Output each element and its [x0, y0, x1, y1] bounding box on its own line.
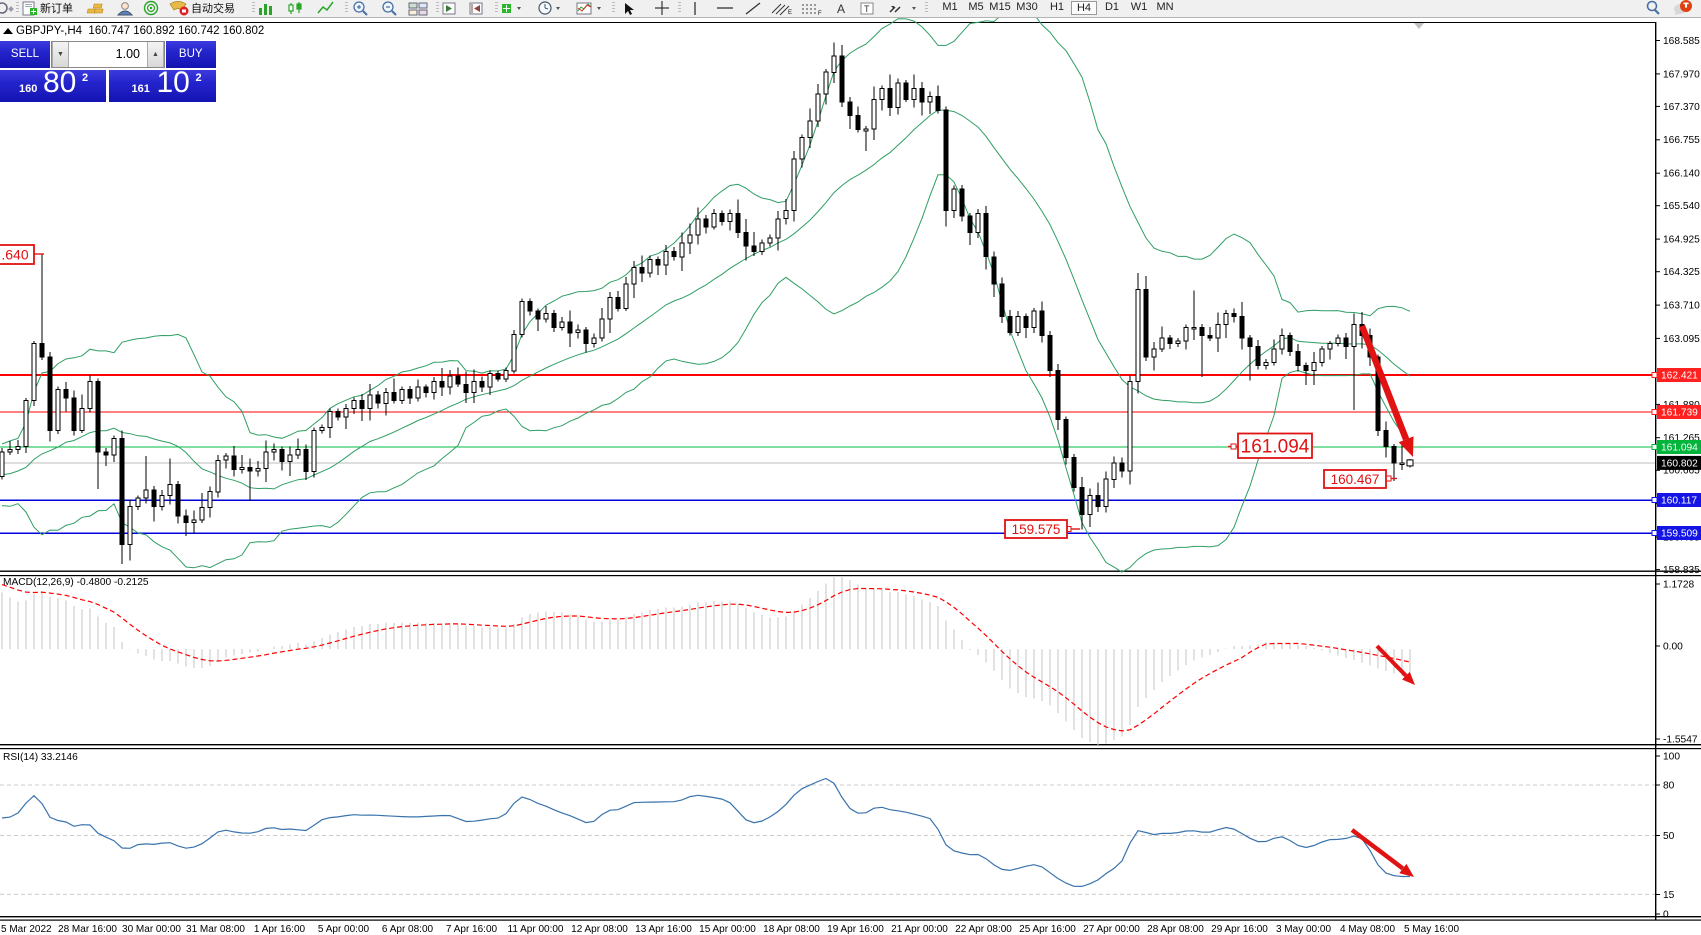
svg-text:21 Apr 00:00: 21 Apr 00:00: [891, 924, 948, 935]
svg-text:28 Apr 08:00: 28 Apr 08:00: [1147, 924, 1204, 935]
svg-text:6 Apr 08:00: 6 Apr 08:00: [382, 924, 434, 935]
svg-text:160.665: 160.665: [1663, 466, 1700, 477]
svg-text:163.095: 163.095: [1663, 334, 1700, 345]
svg-text:160.467: 160.467: [1331, 472, 1380, 487]
svg-text:168.585: 168.585: [1663, 36, 1700, 47]
svg-text:50: 50: [1663, 831, 1675, 842]
svg-text:158.835: 158.835: [1663, 565, 1700, 576]
svg-text:E: E: [788, 10, 792, 16]
svg-text:.640: .640: [1, 247, 28, 263]
svg-text:5 May 16:00: 5 May 16:00: [1404, 924, 1459, 935]
svg-text:30 Mar 00:00: 30 Mar 00:00: [122, 924, 181, 935]
svg-text:166.140: 166.140: [1663, 169, 1700, 180]
svg-text:160.802: 160.802: [1661, 459, 1698, 470]
svg-text:166.755: 166.755: [1663, 135, 1700, 146]
svg-text:167.370: 167.370: [1663, 102, 1700, 113]
svg-text:0: 0: [1663, 909, 1669, 920]
svg-text:0.00: 0.00: [1663, 641, 1683, 652]
svg-text:5 Mar 2022: 5 Mar 2022: [1, 924, 52, 935]
svg-text:31 Mar 08:00: 31 Mar 08:00: [186, 924, 245, 935]
svg-text:80: 80: [1663, 780, 1675, 791]
svg-text:3 May 00:00: 3 May 00:00: [1276, 924, 1331, 935]
svg-text:1 Apr 16:00: 1 Apr 16:00: [254, 924, 306, 935]
svg-text:167.970: 167.970: [1663, 69, 1700, 80]
svg-text:29 Apr 16:00: 29 Apr 16:00: [1211, 924, 1268, 935]
svg-text:-1.5547: -1.5547: [1663, 734, 1698, 745]
svg-text:5 Apr 00:00: 5 Apr 00:00: [318, 924, 370, 935]
svg-text:22 Apr 08:00: 22 Apr 08:00: [955, 924, 1012, 935]
svg-text:7 Apr 16:00: 7 Apr 16:00: [446, 924, 498, 935]
svg-text:15 Apr 00:00: 15 Apr 00:00: [699, 924, 756, 935]
svg-text:12 Apr 08:00: 12 Apr 08:00: [571, 924, 628, 935]
svg-text:164.325: 164.325: [1663, 267, 1700, 278]
svg-text:25 Apr 16:00: 25 Apr 16:00: [1019, 924, 1076, 935]
svg-text:159.575: 159.575: [1012, 522, 1061, 537]
svg-text:11 Apr 00:00: 11 Apr 00:00: [508, 924, 564, 935]
svg-text:162.421: 162.421: [1661, 371, 1698, 382]
svg-text:100: 100: [1663, 751, 1680, 762]
svg-text:161.265: 161.265: [1663, 433, 1700, 444]
svg-text:4 May 08:00: 4 May 08:00: [1340, 924, 1395, 935]
svg-text:18 Apr 08:00: 18 Apr 08:00: [763, 924, 820, 935]
svg-text:28 Mar 16:00: 28 Mar 16:00: [58, 924, 117, 935]
svg-text:27 Apr 00:00: 27 Apr 00:00: [1083, 924, 1140, 935]
svg-text:163.710: 163.710: [1663, 301, 1700, 312]
svg-text:160.117: 160.117: [1661, 496, 1697, 507]
svg-text:F: F: [818, 11, 822, 16]
svg-text:159.509: 159.509: [1661, 529, 1698, 540]
svg-text:13 Apr 16:00: 13 Apr 16:00: [635, 924, 692, 935]
svg-text:161.094: 161.094: [1661, 443, 1698, 454]
svg-text:164.925: 164.925: [1663, 235, 1700, 246]
svg-text:161.739: 161.739: [1661, 408, 1698, 419]
svg-text:A: A: [837, 2, 845, 16]
svg-text:T: T: [864, 4, 870, 14]
svg-text:165.540: 165.540: [1663, 201, 1700, 212]
svg-text:19 Apr 16:00: 19 Apr 16:00: [827, 924, 884, 935]
svg-text:RSI(14) 33.2146: RSI(14) 33.2146: [3, 752, 78, 763]
svg-text:15: 15: [1663, 890, 1675, 901]
svg-text:1.1728: 1.1728: [1663, 579, 1694, 590]
svg-text:MACD(12,26,9) -0.4800 -0.2125: MACD(12,26,9) -0.4800 -0.2125: [3, 577, 149, 588]
svg-text:161.094: 161.094: [1241, 437, 1310, 458]
